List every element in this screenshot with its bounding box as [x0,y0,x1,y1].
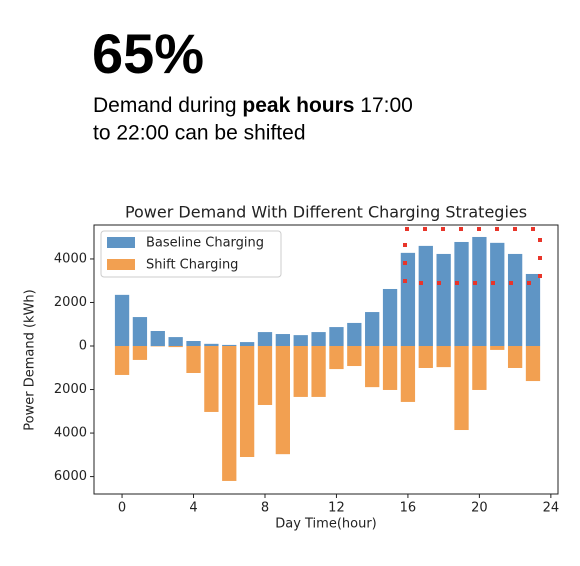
x-tick-label: 12 [328,501,345,516]
bar [222,344,237,347]
bar [239,346,255,458]
bar [114,346,130,375]
bar [472,236,487,347]
bar [454,346,469,431]
y-tick-label: 4000 [54,426,87,441]
bar [525,273,541,347]
x-tick-label: 8 [261,501,269,516]
x-tick-label: 4 [189,501,197,516]
bar [293,335,308,347]
bar [150,330,165,347]
bar [347,346,362,367]
bar [329,327,344,347]
bar [418,346,433,368]
bar [114,294,130,347]
bar [132,317,148,347]
bar [257,332,273,347]
peak-highlight [403,227,542,285]
legend-swatch [107,237,135,248]
bar [222,346,237,481]
bar [257,346,273,405]
bar [347,322,362,347]
y-tick-label: 2000 [54,382,87,397]
headline-figure: 65% [92,22,204,85]
bar [472,346,487,390]
x-tick-label: 20 [471,501,488,516]
bar [204,343,219,347]
headline-line: Demand during peak hours 17:00 [93,94,413,117]
bar [204,346,219,412]
bar [525,346,541,382]
x-axis-label: Day Time(hour) [275,517,377,532]
bar [490,242,505,347]
bar [186,341,201,347]
bar [507,253,523,347]
bar [168,346,183,348]
bar [400,252,416,347]
headline-line: to 22:00 can be shifted [93,122,306,145]
bar [382,288,398,347]
bar [365,312,380,347]
bar [436,253,451,347]
legend-swatch [107,259,135,270]
legend-label: Shift Charging [146,258,238,273]
bar [311,346,326,397]
y-axis-label: Power Demand (kWh) [23,289,38,430]
bar [454,241,469,347]
x-tick-label: 0 [118,501,126,516]
x-tick-label: 16 [400,501,417,516]
x-tick-label: 24 [543,501,560,516]
bar [275,334,290,347]
legend-box [100,230,282,278]
y-tick-label: 6000 [54,469,87,484]
chart-title: Power Demand With Different Charging Str… [125,203,527,222]
bar [490,346,505,350]
bar [239,342,255,347]
headline-text: Demand during [93,94,242,117]
bar [186,346,201,373]
bar [436,346,451,368]
bar [329,346,344,370]
bar [418,245,433,347]
bar [132,346,148,360]
bar [382,346,398,390]
plot-frame [93,224,559,495]
bar [507,346,523,368]
bar [168,337,183,347]
bar [400,346,416,402]
y-tick-label: 0 [79,339,87,354]
headline-emphasis: peak hours [242,94,354,117]
bar [275,346,290,455]
y-tick-label: 4000 [54,251,87,266]
headline-text: 17:00 [354,94,412,117]
y-tick-label: 2000 [54,295,87,310]
bar [311,332,326,347]
bar [293,346,308,397]
legend-label: Baseline Charging [146,236,264,251]
bar [365,346,380,388]
